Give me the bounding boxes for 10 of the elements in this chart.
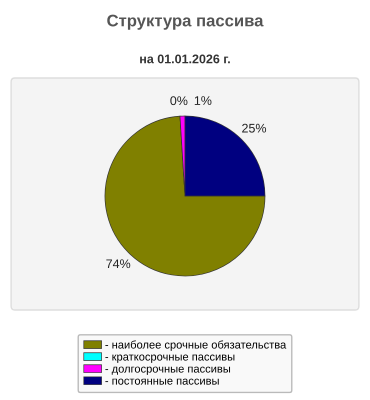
chart-title: Структура пассива — [107, 14, 264, 30]
legend-label: - наиболее срочные обязательства — [105, 340, 286, 351]
legend-label: - краткосрочные пассивы — [105, 354, 234, 363]
legend-label: - постоянные пассивы — [105, 378, 219, 385]
text: 0% — [170, 96, 188, 106]
legend-label: - долгосрочные пассивы — [105, 366, 230, 375]
chart-subtitle: на 01.01.2026 г. — [140, 54, 230, 64]
data-label: 74% — [106, 259, 130, 268]
data-label: 1% — [194, 96, 212, 105]
data-label: 25% — [242, 124, 266, 133]
